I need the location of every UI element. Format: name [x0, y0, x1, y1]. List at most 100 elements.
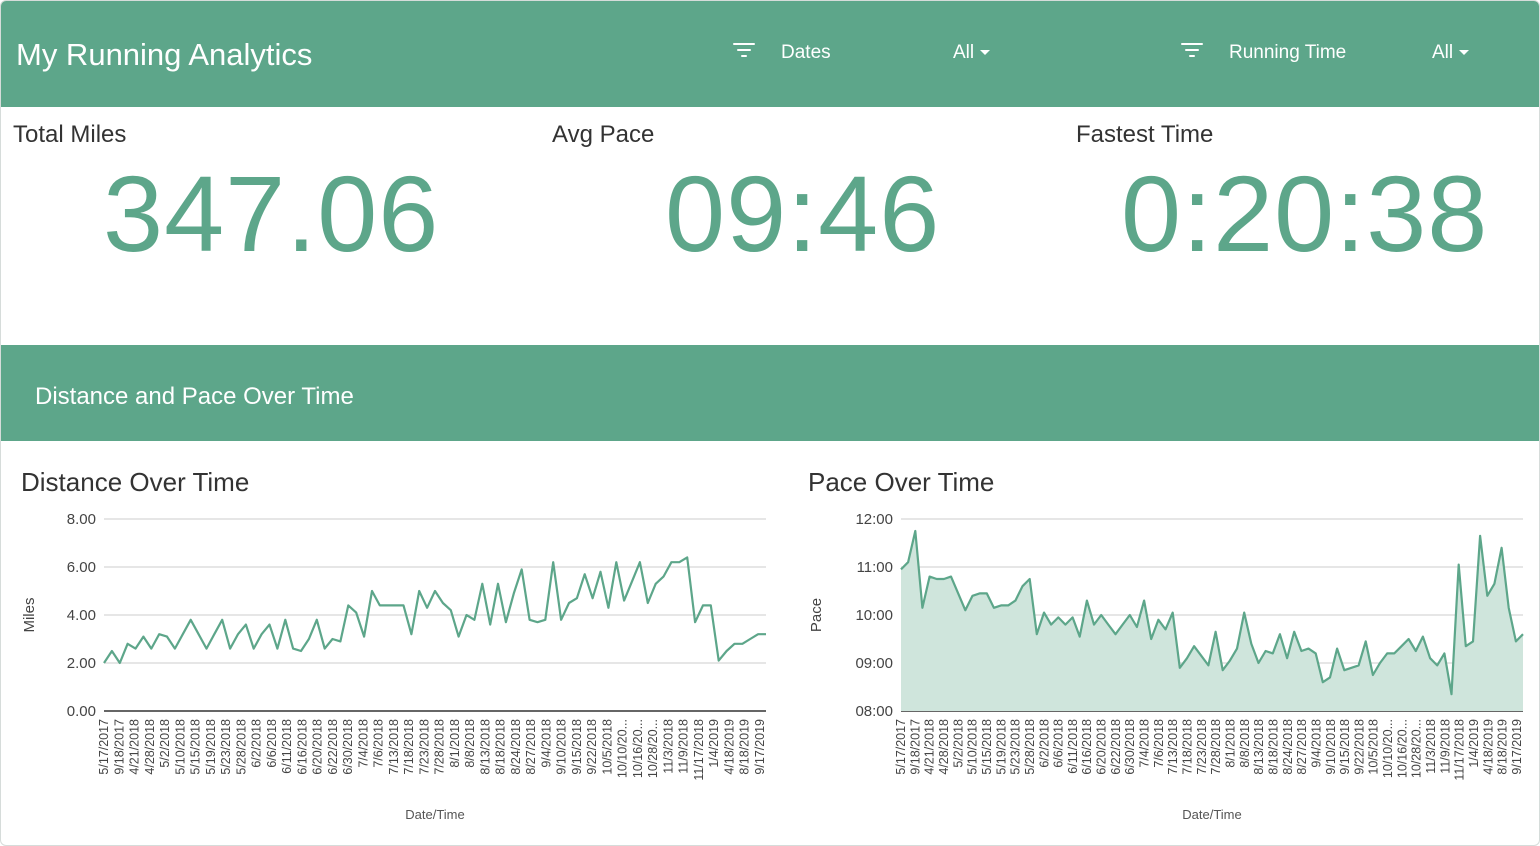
x-tick-label: 9/4/2018 — [539, 719, 553, 768]
pace-chart: 08:00 09:00 10:00 11:00 12:00 5/17/2017 9/18/2… — [808, 511, 1524, 822]
x-tick-label: 10/16/20... — [631, 719, 645, 778]
series-line — [900, 529, 1524, 696]
x-tick-label: 8/8/2018 — [463, 719, 477, 768]
x-tick-label: 6/11/2018 — [280, 719, 294, 774]
x-tick-label: 8/13/2018 — [1252, 719, 1266, 775]
x-tick-label: 6/11/2018 — [1066, 719, 1080, 774]
x-tick-label: 11/3/2018 — [661, 719, 675, 774]
x-tick-label: 7/4/2018 — [1138, 719, 1152, 768]
x-tick-label: 10/28/20... — [1410, 719, 1424, 778]
section-header: Distance and Pace Over Time — [1, 345, 1539, 441]
y-tick-label: 6.00 — [67, 559, 96, 576]
series-line — [103, 556, 766, 665]
x-tick-label: 9/18/2017 — [908, 719, 922, 775]
x-tick-label: 11/17/2018 — [1453, 719, 1467, 781]
x-tick-label: 5/23/2018 — [219, 719, 233, 775]
x-tick-label: 7/23/2018 — [417, 719, 431, 775]
x-tick-label: 6/16/2018 — [1080, 719, 1094, 775]
x-tick-label: 5/2/2018 — [158, 719, 172, 768]
x-tick-label: 9/17/2019 — [753, 719, 767, 775]
x-tick-label: 10/28/20... — [646, 719, 660, 778]
x-tick-label: 7/23/2018 — [1195, 719, 1209, 775]
filter-icon[interactable] — [733, 43, 755, 59]
y-tick-label: 4.00 — [67, 607, 96, 624]
y-tick-label: 11:00 — [857, 559, 893, 576]
x-tick-label: 9/18/2017 — [112, 719, 126, 775]
x-tick-label: 5/28/2018 — [1023, 719, 1037, 775]
x-tick-label: 7/28/2018 — [1209, 719, 1223, 775]
x-tick-label: 5/28/2018 — [234, 719, 248, 775]
x-tick-label: 4/18/2019 — [1481, 719, 1495, 775]
x-tick-label: 1/4/2019 — [707, 719, 721, 768]
x-tick-label: 4/21/2018 — [128, 719, 142, 775]
x-tick-label: 6/2/2018 — [250, 719, 264, 768]
x-tick-label: 11/17/2018 — [692, 719, 706, 781]
x-tick-label: 10/5/2018 — [1367, 719, 1381, 775]
x-tick-label: 9/22/2018 — [585, 719, 599, 775]
x-tick-label: 6/30/2018 — [341, 719, 355, 775]
x-tick-label: 8/27/2018 — [524, 719, 538, 775]
pace-chart-title: Pace Over Time — [808, 467, 995, 497]
x-tick-label: 7/28/2018 — [433, 719, 447, 775]
section-title: Distance and Pace Over Time — [35, 383, 354, 410]
x-tick-label: 7/13/2018 — [1166, 719, 1180, 775]
filter-icon[interactable] — [1181, 43, 1203, 59]
y-axis-title: Miles — [21, 597, 38, 632]
x-tick-label: 8/8/2018 — [1238, 719, 1252, 768]
x-tick-label: 11/3/2018 — [1424, 719, 1438, 774]
x-tick-label: 7/18/2018 — [1181, 719, 1195, 775]
x-tick-label: 7/4/2018 — [356, 719, 370, 768]
chevron-down-icon — [1459, 50, 1470, 55]
x-tick-label: 6/22/2018 — [326, 719, 340, 775]
x-tick-label: 5/15/2018 — [189, 719, 203, 775]
dates-filter-label: Dates — [781, 42, 831, 63]
running-time-filter-dropdown[interactable]: All — [1432, 42, 1470, 64]
x-tick-label: 9/15/2018 — [1338, 719, 1352, 775]
x-tick-label: 5/17/2017 — [97, 719, 111, 775]
x-tick-label: 8/18/2018 — [1266, 719, 1280, 775]
x-tick-label: 5/10/2018 — [966, 719, 980, 775]
fastest-time-label: Fastest Time — [1076, 121, 1214, 148]
x-tick-label: 5/2/2018 — [951, 719, 965, 768]
dates-filter-value: All — [953, 42, 975, 63]
chevron-down-icon — [980, 50, 991, 55]
x-tick-label: 9/4/2018 — [1309, 719, 1323, 768]
dates-filter-dropdown[interactable]: All — [953, 42, 991, 64]
header-bar: My Running Analytics Dates All Running T… — [1, 1, 1539, 107]
x-tick-label: 4/21/2018 — [923, 719, 937, 775]
x-tick-label: 8/27/2018 — [1295, 719, 1309, 775]
total-miles-value: 347.06 — [103, 153, 440, 274]
x-axis-title: Date/Time — [1182, 807, 1241, 822]
x-tick-label: 5/19/2018 — [994, 719, 1008, 775]
x-tick-label: 6/2/2018 — [1037, 719, 1051, 768]
x-tick-label: 9/22/2018 — [1352, 719, 1366, 775]
x-tick-label: 6/20/2018 — [311, 719, 325, 775]
x-tick-label: 8/13/2018 — [478, 719, 492, 775]
running-time-filter-label: Running Time — [1229, 42, 1347, 63]
x-tick-label: 10/16/20... — [1395, 719, 1409, 778]
x-tick-label: 5/17/2017 — [894, 719, 908, 775]
distance-chart: 0.002.004.006.008.005/17/2017 9/18/2017 4/… — [21, 511, 767, 822]
x-tick-label: 11/9/2018 — [1438, 719, 1452, 774]
x-tick-label: 5/23/2018 — [1009, 719, 1023, 775]
x-tick-label: 10/10/20... — [616, 719, 630, 778]
y-tick-label: 09:00 — [855, 655, 893, 672]
x-tick-label: 5/15/2018 — [980, 719, 994, 775]
y-tick-label: 08:00 — [855, 703, 893, 720]
y-tick-label: 0.00 — [67, 703, 96, 720]
x-axis-title: Date/Time — [405, 807, 464, 822]
total-miles-label: Total Miles — [13, 121, 127, 148]
x-tick-label: 5/10/2018 — [173, 719, 187, 775]
y-axis-title: Pace — [808, 598, 825, 632]
x-tick-label: 6/16/2018 — [295, 719, 309, 775]
y-tick-label: 12:00 — [855, 511, 893, 528]
x-tick-label: 4/28/2018 — [937, 719, 951, 775]
y-tick-label: 8.00 — [67, 511, 96, 528]
x-tick-label: 7/18/2018 — [402, 719, 416, 775]
running-time-filter-value: All — [1432, 42, 1454, 63]
x-tick-label: 6/20/2018 — [1095, 719, 1109, 775]
x-tick-label: 7/6/2018 — [1152, 719, 1166, 768]
avg-pace-label: Avg Pace — [552, 121, 655, 148]
x-tick-label: 8/18/2019 — [1496, 719, 1510, 775]
